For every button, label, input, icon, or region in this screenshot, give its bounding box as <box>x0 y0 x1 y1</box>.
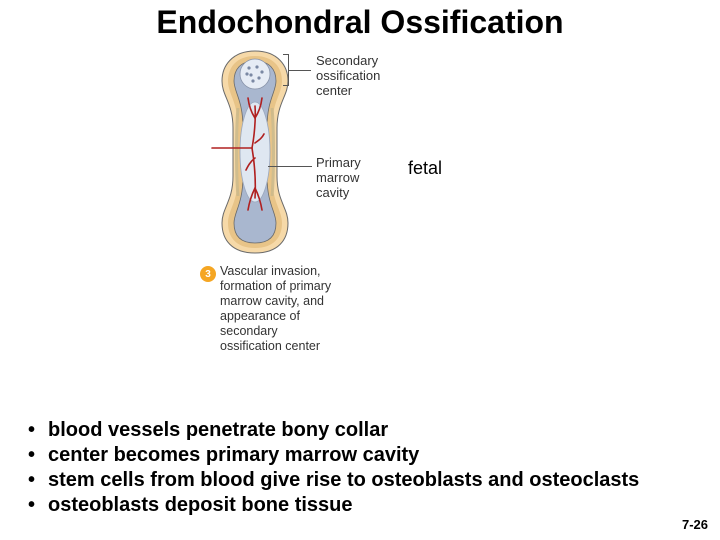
stage-annotation: fetal <box>408 158 442 179</box>
secondary-center-label: Secondaryossificationcenter <box>316 54 380 99</box>
diagram-area: Secondaryossificationcenter Primarymarro… <box>0 48 720 358</box>
primary-cavity-label: Primarymarrowcavity <box>316 156 361 201</box>
step-caption: Vascular invasion,formation of primaryma… <box>220 264 370 354</box>
bullet-item: stem cells from blood give rise to osteo… <box>28 468 648 493</box>
secondary-center-leader <box>289 70 311 71</box>
bullet-item: center becomes primary marrow cavity <box>28 443 648 468</box>
secondary-ossification-center <box>240 59 270 89</box>
bullet-item: blood vessels penetrate bony collar <box>28 418 648 443</box>
page-title: Endochondral Ossification <box>0 0 720 41</box>
step-badge: 3 <box>200 266 216 282</box>
bullet-item: osteoblasts deposit bone tissue <box>28 493 648 518</box>
bone-collar-right <box>272 108 274 196</box>
bone-collar-left <box>237 108 239 196</box>
bullet-list: blood vessels penetrate bony collar cent… <box>28 418 648 518</box>
primary-cavity-leader <box>268 166 312 167</box>
page-number: 7-26 <box>682 517 708 532</box>
